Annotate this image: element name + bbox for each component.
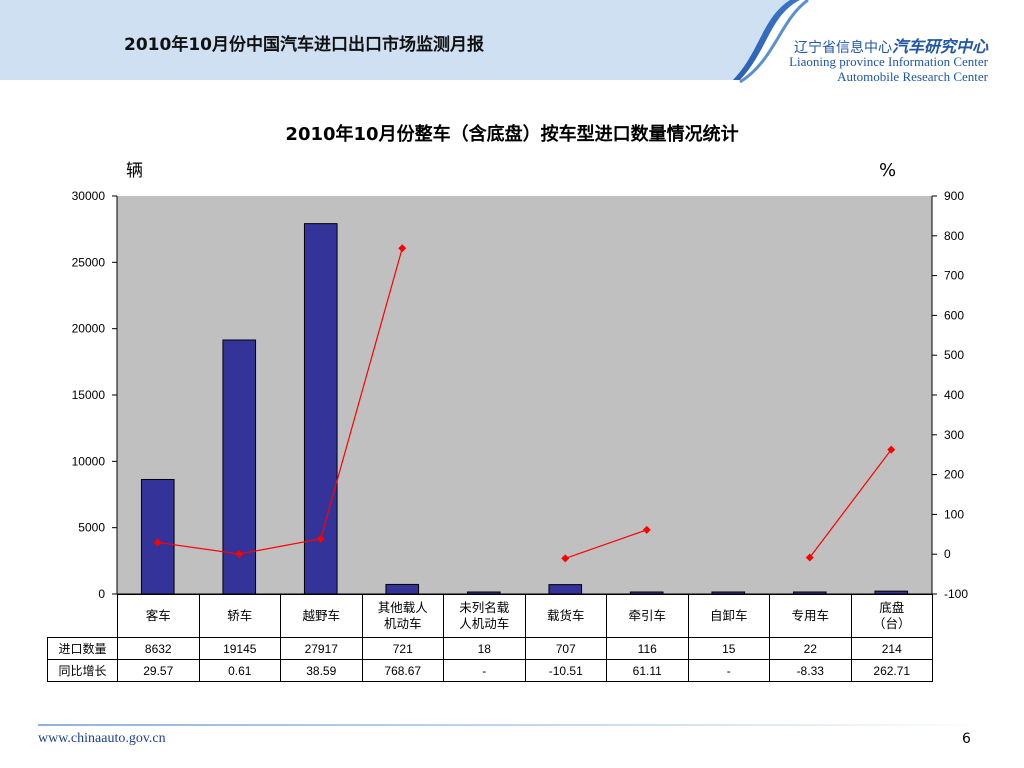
table-row: 进口数量 8632 19145 27917 721 18 707 116 15 22 214: [47, 637, 933, 660]
left-y-tick-label: 10000: [72, 454, 106, 468]
left-y-tick-label: 30000: [72, 189, 106, 203]
data-label: 8632: [117, 637, 200, 660]
growth-point: [642, 525, 651, 534]
growth-point: [316, 534, 325, 543]
growth-line: [157, 248, 403, 555]
data-label: 22: [769, 637, 852, 660]
data-label: 29.57: [117, 659, 200, 682]
org-name-cn-prefix: 辽宁省信息中心: [793, 40, 892, 56]
right-y-tick-label: 0: [944, 547, 951, 561]
right-y-tick-label: -100: [944, 587, 968, 601]
left-axis-unit: 辆: [126, 161, 143, 181]
growth-point: [153, 538, 162, 547]
left-y-tick-label: 25000: [72, 255, 106, 269]
right-axis-unit: %: [879, 160, 897, 181]
org-name-en-line1: Liaoning province Information Center: [789, 54, 988, 69]
right-y-tick-label: 800: [944, 229, 964, 243]
data-label: 214: [850, 637, 933, 660]
data-label: -8.33: [769, 659, 852, 682]
data-label: 15: [687, 637, 770, 660]
right-y-tick-label: 500: [944, 348, 964, 362]
category-label: 牵引车: [606, 594, 689, 638]
table-category-row: 客车 轿车 越野车 其他载人 机动车 未列名载 人机动车 载货车 牵引车 自卸车 专用车 底盘 （台）: [48, 594, 933, 638]
page-title: 2010年10月份中国汽车进口出口市场监测月报: [124, 35, 484, 55]
right-y-tick-label: 100: [944, 507, 964, 521]
data-label: 262.71: [850, 659, 933, 682]
category-label: 越野车: [280, 594, 363, 638]
growth-point: [887, 445, 896, 454]
category-label: 底盘 （台）: [850, 594, 933, 638]
category-label: 轿车: [198, 594, 281, 638]
data-label: 116: [606, 637, 689, 660]
growth-point: [561, 554, 570, 563]
right-y-tick-label: 700: [944, 269, 964, 283]
category-label: 客车: [117, 594, 200, 638]
data-label: -: [443, 659, 526, 682]
data-label: 19145: [198, 637, 281, 660]
right-y-tick-label: 600: [944, 308, 964, 322]
growth-line: [809, 449, 892, 558]
growth-point: [398, 244, 407, 253]
data-label: 707: [524, 637, 607, 660]
data-label: -: [687, 659, 770, 682]
data-label: 38.59: [280, 659, 363, 682]
footer-divider: [38, 724, 988, 726]
chart-data-table: 客车 轿车 越野车 其他载人 机动车 未列名载 人机动车 载货车 牵引车 自卸车 专用车 底盘 （台）进…: [47, 594, 933, 682]
left-y-tick-label: 15000: [72, 388, 106, 402]
data-label: 0.61: [198, 659, 281, 682]
data-label: -10.51: [524, 659, 607, 682]
table-row: 同比增长 29.57 0.61 38.59 768.67- -10.51 61.11- -8.…: [47, 659, 933, 682]
org-name-cn-suffix: 汽车研究中心: [891, 37, 988, 56]
data-label: 18: [443, 637, 526, 660]
left-y-tick-label: 5000: [78, 521, 105, 535]
left-y-tick-label: 20000: [72, 322, 106, 336]
left-y-tick-label: 0: [98, 587, 105, 601]
right-y-tick-label: 900: [944, 189, 964, 203]
growth-line: [565, 529, 647, 559]
right-y-tick-label: 200: [944, 468, 964, 482]
data-label: 27917: [280, 637, 363, 660]
table-corner: [48, 595, 118, 638]
data-label: 61.11: [606, 659, 689, 682]
category-label: 其他载人 机动车: [361, 594, 444, 638]
data-label: 721: [361, 637, 444, 660]
bar: [140, 478, 175, 595]
chart-title: 2010年10月份整车（含底盘）按车型进口数量情况统计: [285, 124, 739, 145]
growth-point: [805, 553, 814, 562]
bar: [385, 583, 420, 595]
page-number: 6: [962, 731, 971, 747]
growth-point: [235, 549, 244, 558]
footer-url[interactable]: www.chinaauto.gov.cn: [38, 731, 166, 746]
category-label: 未列名载 人机动车: [443, 594, 526, 638]
series-label: 进口数量: [47, 637, 118, 660]
series-label: 同比增长: [47, 659, 118, 682]
right-y-tick-label: 300: [944, 428, 964, 442]
category-label: 专用车: [769, 594, 852, 638]
category-label: 载货车: [524, 594, 607, 638]
bar: [303, 223, 338, 595]
bar: [548, 584, 583, 595]
org-name-en-line2: Automobile Research Center: [837, 69, 988, 84]
right-y-tick-label: 400: [944, 388, 964, 402]
data-label: 768.67: [361, 659, 444, 682]
header-curve: [739, 0, 809, 84]
header-band-light: [0, 0, 790, 80]
org-name-cn: 辽宁省信息中心汽车研究中心: [794, 33, 988, 57]
category-label: 自卸车: [687, 594, 770, 638]
